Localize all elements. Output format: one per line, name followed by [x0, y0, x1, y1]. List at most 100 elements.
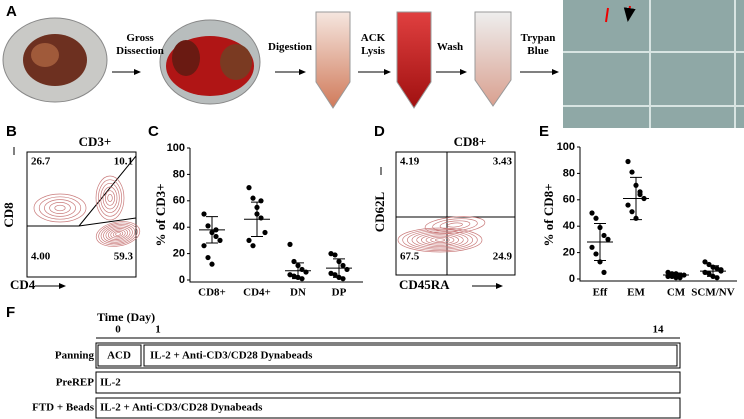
error-bar [707, 265, 719, 277]
error-bar [670, 272, 682, 278]
step-label-line: Wash [437, 41, 463, 53]
label: 4.19 [400, 156, 420, 168]
label: % of CD3+ [153, 183, 168, 246]
contour [112, 230, 124, 238]
contour [100, 182, 120, 214]
label: D [374, 123, 385, 140]
data-point [250, 243, 256, 249]
step-label: Trypan Blue [521, 32, 556, 57]
label: CD62L [372, 191, 387, 232]
label: IL-2 + Anti-CD3/CD28 Dynabeads [100, 402, 263, 414]
error-bar [333, 258, 345, 278]
data-point [340, 262, 346, 269]
label: Panning [55, 350, 95, 362]
label: 0 [569, 273, 575, 285]
contour [33, 193, 87, 223]
step-label: ACK Lysis [361, 32, 386, 57]
contour [411, 231, 469, 249]
data-point [702, 259, 708, 265]
label: 0 [179, 274, 185, 286]
label: 20 [563, 247, 575, 259]
step-label-line: Trypan [521, 32, 556, 44]
data-point [625, 202, 631, 208]
label: 80 [563, 167, 575, 179]
label: DP [332, 287, 347, 299]
panel-b-plot [26, 151, 141, 278]
contour [49, 202, 71, 214]
label: 4.00 [31, 251, 51, 263]
data-point [665, 269, 671, 275]
data-point [328, 251, 334, 257]
data-point [593, 251, 599, 257]
data-point [303, 269, 309, 275]
label: CD4 [10, 277, 36, 292]
contour [105, 226, 131, 242]
contour [98, 222, 138, 246]
label: 20 [173, 248, 185, 260]
data-point [201, 211, 207, 217]
label: CD8+ [198, 287, 226, 299]
label: SCM/NV [691, 287, 734, 299]
axis-arrows [13, 147, 65, 286]
data-point [291, 273, 297, 279]
contour [54, 204, 66, 212]
label: B [6, 123, 17, 140]
label: 3.43 [493, 156, 513, 168]
label: 0 [115, 324, 121, 336]
contour [430, 236, 450, 244]
axis-arrows [380, 167, 502, 286]
data-point [209, 261, 215, 267]
data-point [246, 185, 252, 191]
data-point [250, 195, 256, 201]
contour [107, 193, 113, 203]
label: 100 [557, 141, 575, 153]
error-bar [292, 262, 304, 280]
panel-a-images [2, 0, 744, 128]
label: 60 [563, 194, 575, 206]
label: CD8 [1, 202, 16, 228]
data-point [706, 271, 712, 277]
label: 14 [653, 324, 665, 336]
label: 67.5 [400, 251, 420, 263]
data-point [625, 158, 631, 165]
label: EM [627, 287, 645, 299]
label: CD3+ [79, 134, 112, 149]
label: CD45RA [399, 277, 450, 292]
contour [397, 227, 483, 253]
data-point [217, 237, 223, 243]
data-point [205, 254, 211, 261]
data-point [673, 275, 679, 281]
axis [189, 148, 363, 283]
contour [420, 234, 460, 246]
data-point [201, 243, 207, 249]
label: 60 [173, 195, 185, 207]
label: 10.1 [114, 156, 133, 168]
step-label-line: Dissection [116, 45, 164, 57]
label: F [6, 304, 15, 321]
label: % of CD8+ [541, 183, 556, 246]
data-point [205, 223, 211, 229]
contour [95, 221, 141, 247]
contour [103, 225, 133, 243]
label: Eff [593, 287, 608, 299]
label: 1 [155, 324, 161, 336]
data-point [629, 209, 635, 215]
contour [38, 196, 82, 220]
contour [432, 218, 478, 232]
step-label: Wash [437, 41, 463, 53]
label: 40 [563, 220, 575, 232]
label: IL-2 + Anti-CD3/CD28 Dynabeads [150, 350, 313, 362]
label: FTD + Beads [32, 402, 95, 414]
data-point [601, 269, 607, 275]
label: DN [290, 287, 306, 299]
label: IL-2 [100, 377, 121, 389]
data-point [213, 233, 219, 240]
data-point [332, 272, 338, 278]
data-point [589, 210, 595, 216]
contour [439, 220, 471, 230]
label: 24.9 [493, 251, 513, 263]
label: CM [667, 287, 686, 299]
contour [447, 222, 463, 228]
label: 40 [173, 221, 185, 233]
